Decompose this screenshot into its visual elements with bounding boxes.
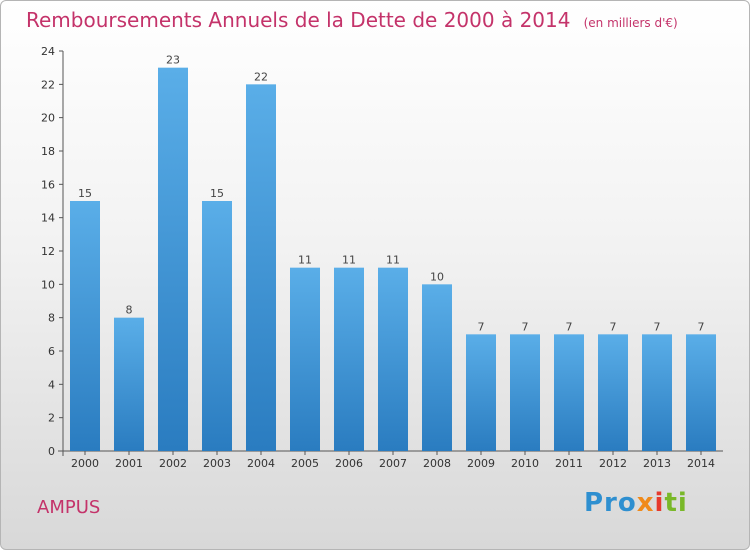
data-label: 7 <box>522 320 529 333</box>
data-label: 11 <box>298 254 312 267</box>
x-tick-label: 2001 <box>115 457 143 470</box>
bar <box>158 67 188 452</box>
x-tick-label: 2005 <box>291 457 319 470</box>
x-tick-label: 2002 <box>159 457 187 470</box>
y-tick-label: 4 <box>48 378 55 391</box>
logo-part-4: ti <box>664 488 688 518</box>
y-tick-label: 22 <box>41 78 55 91</box>
logo-part-1: Pro <box>584 488 637 518</box>
y-tick-label: 18 <box>41 145 55 158</box>
x-tick-label: 2007 <box>379 457 407 470</box>
data-label: 7 <box>610 320 617 333</box>
data-label: 22 <box>254 70 268 83</box>
title-row: Remboursements Annuels de la Dette de 20… <box>26 8 678 32</box>
data-label: 7 <box>698 320 705 333</box>
x-tick-label: 2003 <box>203 457 231 470</box>
x-tick-label: 2008 <box>423 457 451 470</box>
data-label: 7 <box>478 320 485 333</box>
x-tick-label: 2013 <box>643 457 671 470</box>
x-tick-label: 2014 <box>687 457 715 470</box>
bar <box>202 201 232 451</box>
bar <box>334 267 364 451</box>
data-label: 11 <box>342 254 356 267</box>
bar <box>70 201 100 451</box>
y-tick-label: 16 <box>41 178 55 191</box>
bar <box>642 334 672 451</box>
bar <box>686 334 716 451</box>
y-tick-label: 2 <box>48 412 55 425</box>
x-tick-label: 2010 <box>511 457 539 470</box>
y-tick-label: 24 <box>41 45 55 58</box>
data-label: 7 <box>654 320 661 333</box>
y-tick-label: 6 <box>48 345 55 358</box>
chart-title: Remboursements Annuels de la Dette de 20… <box>26 8 571 32</box>
y-tick-label: 12 <box>41 245 55 258</box>
town-name: AMPUS <box>37 497 101 518</box>
bar <box>510 334 540 451</box>
data-label: 11 <box>386 254 400 267</box>
proxiti-logo[interactable]: Proxiti <box>584 488 688 518</box>
y-tick-label: 8 <box>48 312 55 325</box>
bar <box>554 334 584 451</box>
x-tick-label: 2011 <box>555 457 583 470</box>
data-label: 10 <box>430 270 444 283</box>
x-tick-label: 2006 <box>335 457 363 470</box>
x-tick-label: 2000 <box>71 457 99 470</box>
bar <box>246 84 276 451</box>
data-label: 23 <box>166 54 180 67</box>
y-tick-label: 10 <box>41 278 55 291</box>
logo-part-3: i <box>654 488 665 518</box>
unit-note: (en milliers d'€) <box>583 16 678 30</box>
y-tick-label: 20 <box>41 112 55 125</box>
bar <box>466 334 496 451</box>
x-tick-label: 2012 <box>599 457 627 470</box>
data-label: 8 <box>126 304 133 317</box>
bar <box>422 284 452 451</box>
data-label: 15 <box>78 187 92 200</box>
bar <box>290 267 320 451</box>
y-tick-label: 0 <box>48 445 55 458</box>
data-label: 15 <box>210 187 224 200</box>
bar <box>378 267 408 451</box>
logo-part-2: x <box>636 488 655 518</box>
x-tick-label: 2004 <box>247 457 275 470</box>
bar <box>598 334 628 451</box>
x-tick-label: 2009 <box>467 457 495 470</box>
bar <box>114 317 144 451</box>
y-tick-label: 14 <box>41 212 55 225</box>
data-label: 7 <box>566 320 573 333</box>
